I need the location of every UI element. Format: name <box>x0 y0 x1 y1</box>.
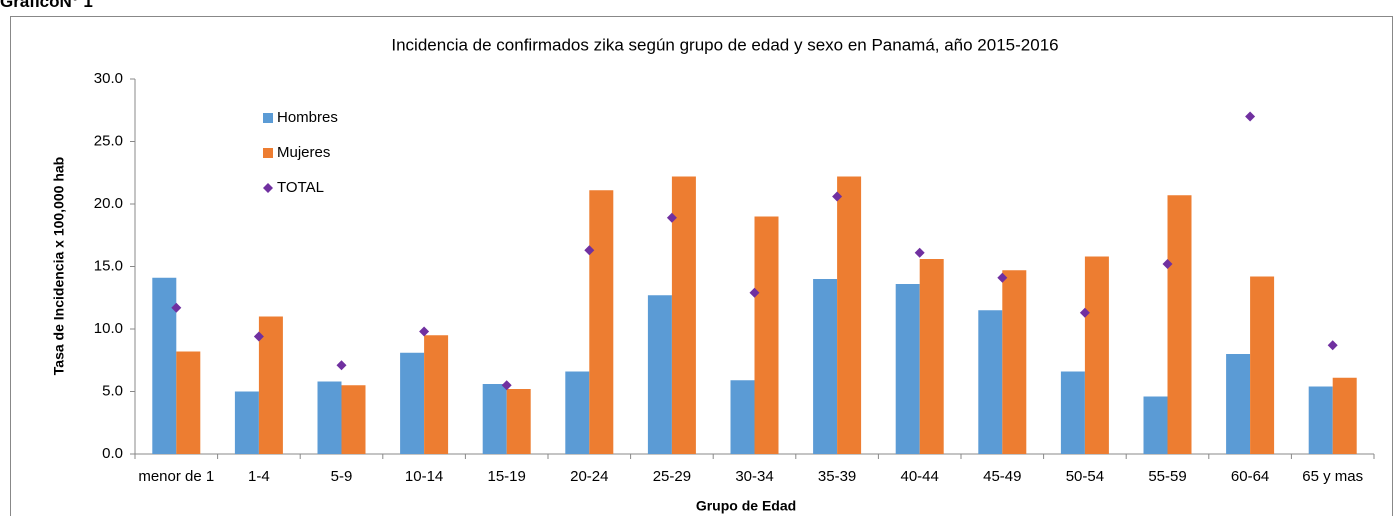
legend-swatch <box>263 113 273 123</box>
x-tick-label: 25-29 <box>652 468 692 485</box>
point <box>1327 340 1338 351</box>
x-tick-label: 20-24 <box>570 468 609 485</box>
point <box>1079 307 1090 318</box>
bar <box>837 176 862 454</box>
point <box>997 272 1008 283</box>
legend-swatch <box>263 183 273 193</box>
legend-swatch <box>263 148 273 158</box>
point <box>914 247 925 258</box>
y-axis-label: Tasa de Incidencia x 100,000 hab <box>51 157 67 375</box>
y-tick-label: 30.0 <box>94 70 123 87</box>
point <box>1245 111 1256 122</box>
x-tick-label: 5-9 <box>330 468 353 485</box>
bar <box>424 335 449 454</box>
x-tick-label: 10-14 <box>404 468 444 485</box>
x-tick-label: 65 y mas <box>1302 468 1364 485</box>
point <box>832 191 843 202</box>
bar <box>258 316 283 454</box>
bar <box>671 176 696 454</box>
x-axis-label: Grupo de Edad <box>696 498 796 514</box>
legend-label: Mujeres <box>277 144 330 161</box>
legend-label: TOTAL <box>277 179 324 196</box>
x-tick-label: 1-4 <box>248 468 270 485</box>
bar <box>176 351 201 454</box>
bar <box>1226 354 1251 454</box>
point <box>749 287 760 298</box>
y-tick-label: 25.0 <box>94 132 123 149</box>
point <box>666 212 677 223</box>
bar <box>813 279 838 454</box>
x-tick-label: 30-34 <box>735 468 774 485</box>
bar <box>400 352 425 454</box>
bar <box>895 284 920 454</box>
y-tick-label: 5.0 <box>102 382 123 399</box>
x-tick-label: 35-39 <box>817 468 857 485</box>
bar <box>234 391 259 454</box>
bar <box>482 384 507 454</box>
bar <box>754 216 779 454</box>
bar <box>152 277 177 454</box>
x-tick-label: 15-19 <box>487 468 526 485</box>
bar <box>1250 276 1275 454</box>
bar <box>1167 195 1192 454</box>
point <box>1162 259 1173 269</box>
point <box>501 380 512 391</box>
bar <box>341 385 366 454</box>
bar <box>1143 396 1168 454</box>
point <box>253 331 264 342</box>
bar <box>1060 371 1085 454</box>
bar <box>647 295 672 454</box>
y-tick-label: 15.0 <box>94 257 123 274</box>
x-tick-label: 60-64 <box>1230 468 1270 485</box>
chart-title: Incidencia de confirmados zika según gru… <box>391 35 1058 54</box>
bar <box>919 259 944 454</box>
bar <box>1084 256 1109 454</box>
y-tick-label: 0.0 <box>102 445 123 462</box>
bar <box>730 380 755 454</box>
bar <box>317 381 342 454</box>
x-tick-label: 55-59 <box>1148 468 1187 485</box>
point <box>336 360 347 371</box>
point <box>584 245 595 256</box>
bar <box>1332 377 1357 454</box>
bar <box>589 190 614 454</box>
x-tick-label: 50-54 <box>1065 468 1105 485</box>
x-tick-label: 45-49 <box>983 468 1022 485</box>
bar <box>506 389 531 454</box>
bar <box>978 310 1003 454</box>
point <box>171 302 182 313</box>
heading: GráficoN° 1 <box>0 0 93 11</box>
bar <box>1002 270 1027 454</box>
x-tick-label: 40-44 <box>900 468 939 485</box>
legend-label: Hombres <box>277 109 338 126</box>
bar <box>565 371 590 454</box>
y-tick-label: 10.0 <box>94 320 123 337</box>
bar <box>1308 386 1333 454</box>
y-tick-label: 20.0 <box>94 195 123 212</box>
x-tick-label: menor de 1 <box>138 468 215 485</box>
point <box>419 326 430 337</box>
